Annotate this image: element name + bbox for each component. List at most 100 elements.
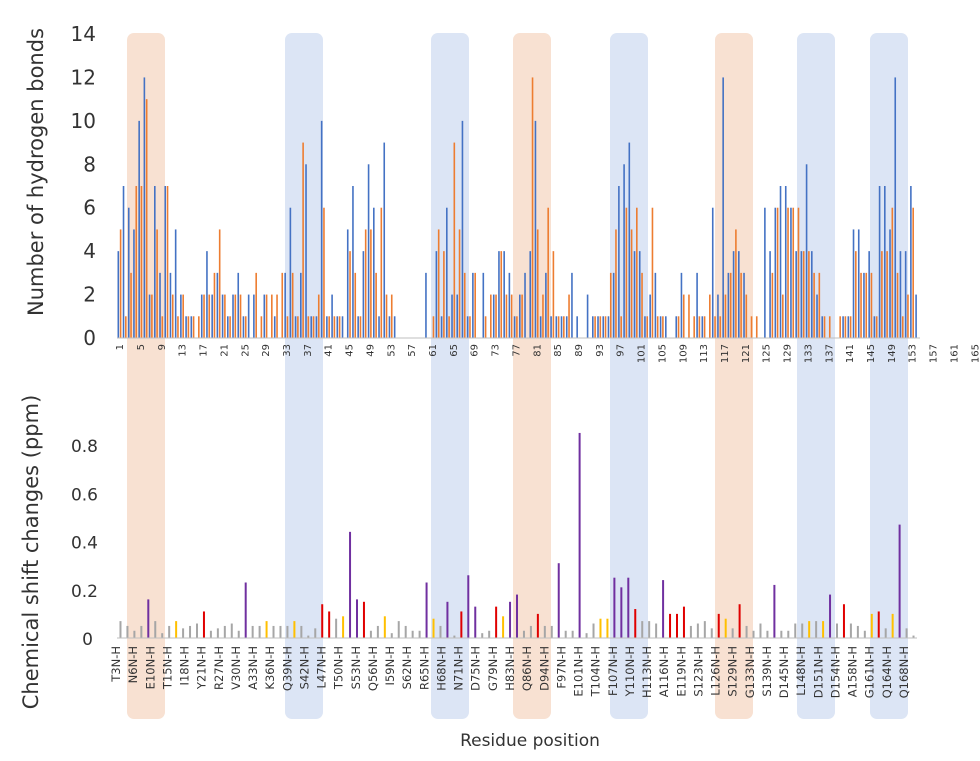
hbond-bar bbox=[727, 272, 730, 338]
shift-bar bbox=[349, 531, 352, 638]
bottom-x-tick-label: A158N-H bbox=[846, 646, 860, 697]
hbond-bar bbox=[884, 186, 886, 338]
hbond-bar bbox=[203, 294, 205, 338]
hbond-bar bbox=[701, 316, 704, 338]
hbond-bar bbox=[156, 229, 158, 338]
hbond-bar bbox=[380, 207, 383, 338]
hbond-bar bbox=[709, 294, 711, 338]
shift-bar bbox=[578, 432, 581, 638]
top-x-tick-label: 145 bbox=[866, 344, 877, 363]
hbond-bar bbox=[312, 316, 315, 338]
hbond-bar bbox=[607, 316, 610, 338]
shift-bar bbox=[279, 625, 282, 638]
shift-bar bbox=[258, 625, 261, 638]
hbond-bar bbox=[612, 272, 615, 338]
hbond-bar bbox=[143, 77, 146, 339]
hbond-bar bbox=[659, 316, 662, 338]
hbond-bar bbox=[654, 272, 657, 338]
shift-bar bbox=[474, 606, 477, 638]
hbond-bar bbox=[357, 316, 359, 338]
top-x-tick-label: 125 bbox=[762, 344, 773, 363]
hbond-bar bbox=[534, 120, 537, 338]
hbond-bar bbox=[443, 251, 445, 338]
hbond-bar bbox=[508, 272, 511, 338]
hbond-bar bbox=[300, 272, 302, 338]
hbond-bar bbox=[805, 164, 808, 338]
hbond-bar bbox=[490, 294, 492, 338]
shift-bar bbox=[669, 613, 672, 639]
bottom-x-tick-label: S129N-H bbox=[726, 646, 740, 697]
hbond-bar bbox=[364, 229, 367, 338]
hbond-bar bbox=[317, 294, 320, 338]
hbond-bar bbox=[620, 316, 622, 338]
hbond-bar bbox=[305, 164, 307, 338]
bottom-x-tick-label: G133N-H bbox=[743, 646, 757, 698]
shift-bar bbox=[488, 630, 491, 638]
shift-bar bbox=[877, 611, 880, 638]
bottom-x-tick-label: D94N-H bbox=[537, 646, 551, 691]
hbond-bar bbox=[755, 316, 758, 338]
hbond-bar bbox=[346, 229, 349, 338]
bottom-y-ticks: 0 0.2 0.4 0.6 0.8 bbox=[71, 437, 98, 650]
hbond-bar bbox=[870, 272, 873, 338]
hbond-bar bbox=[378, 316, 380, 338]
shift-bar bbox=[815, 621, 818, 638]
top-x-tick-label: 33 bbox=[282, 344, 293, 357]
shift-bar bbox=[404, 625, 407, 638]
hbond-bar bbox=[474, 272, 476, 338]
hbond-bar bbox=[273, 316, 276, 338]
hbond-bar bbox=[568, 294, 570, 338]
hbond-bar bbox=[198, 316, 200, 338]
top-x-tick-label: 49 bbox=[365, 344, 376, 357]
hbond-bar bbox=[145, 99, 148, 338]
top-x-tick-label: 109 bbox=[678, 344, 689, 363]
bottom-x-tick-label: Q168N-H bbox=[897, 646, 911, 698]
shift-bar bbox=[738, 604, 741, 638]
hbond-bar bbox=[239, 294, 242, 338]
shift-bar bbox=[244, 582, 247, 638]
hbond-bar bbox=[466, 316, 469, 338]
hbond-bar bbox=[571, 272, 573, 338]
bottom-x-tick-label: H83N-H bbox=[503, 646, 517, 691]
top-x-tick-label: 13 bbox=[178, 344, 189, 357]
hbond-bar bbox=[333, 316, 336, 338]
hbond-bar bbox=[192, 316, 195, 338]
hbond-bar bbox=[260, 316, 263, 338]
shift-bar bbox=[230, 623, 233, 638]
bottom-x-tick-label: V30N-H bbox=[229, 646, 243, 690]
bottom-x-tick-label: Q39N-H bbox=[280, 646, 294, 691]
bottom-x-tick-label: A33N-H bbox=[246, 646, 260, 690]
hbond-bar bbox=[359, 316, 362, 338]
shift-bar bbox=[592, 623, 595, 638]
shift-bar bbox=[585, 633, 588, 638]
hbond-bar bbox=[771, 272, 774, 338]
hbond-bar bbox=[271, 294, 273, 338]
top-x-tick-label: 161 bbox=[949, 344, 960, 363]
hbond-bar bbox=[510, 294, 513, 338]
hbond-bar bbox=[912, 207, 914, 338]
shift-bar bbox=[745, 625, 748, 638]
top-x-tick-label: 113 bbox=[699, 344, 710, 363]
hbond-bar bbox=[130, 272, 132, 338]
hbond-bar bbox=[633, 251, 636, 338]
top-x-tick-label: 117 bbox=[720, 344, 731, 363]
chemical-shift-chart: 0 0.2 0.4 0.6 0.8 T3N-H N6N-H E10N-H T15N-H I18N… bbox=[19, 395, 917, 751]
top-y-axis-label: Number of hydrogen bonds bbox=[24, 28, 48, 316]
hbond-bar bbox=[818, 272, 821, 338]
shift-bar bbox=[119, 621, 122, 638]
hbond-bar bbox=[552, 251, 555, 338]
hbond-bar bbox=[865, 272, 868, 338]
hbond-bar bbox=[373, 207, 375, 338]
hbond-bar bbox=[839, 316, 841, 338]
shift-bar bbox=[321, 604, 324, 638]
hbond-bar bbox=[151, 294, 153, 338]
hbond-bar bbox=[717, 294, 719, 338]
bottom-x-tick-label: D75N-H bbox=[469, 646, 483, 691]
bottom-x-tick-label: F97N-H bbox=[554, 646, 568, 689]
bottom-x-tick-label: D145N-H bbox=[777, 646, 791, 698]
top-x-tick-label: 81 bbox=[532, 344, 543, 357]
shift-bar bbox=[599, 618, 602, 638]
hbond-bar bbox=[185, 316, 187, 338]
hbond-bar bbox=[662, 316, 664, 338]
